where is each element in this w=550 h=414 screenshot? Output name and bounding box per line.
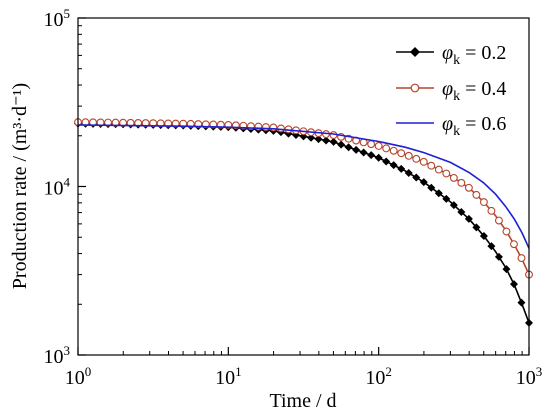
x-tick-label: 100: [65, 364, 92, 389]
series-2-marker: [374, 142, 383, 150]
series-1-marker: [307, 133, 316, 142]
legend: φk = 0.2 φk = 0.4 φk = 0.6: [396, 42, 506, 139]
series-1-marker: [517, 298, 526, 307]
series-1-marker: [397, 164, 406, 173]
series-2-marker: [472, 190, 481, 199]
series-1-marker: [472, 223, 481, 232]
x-axis-title: Time / d: [269, 390, 336, 412]
series-2-marker: [494, 216, 503, 225]
series-1-marker: [449, 201, 458, 210]
series-1-marker: [337, 140, 346, 149]
series-line-1: [77, 122, 530, 324]
y-tick-label: 104: [44, 175, 71, 200]
series-1-marker: [464, 214, 473, 223]
legend-label-1: φk = 0.2: [442, 42, 506, 68]
series-2-marker: [164, 119, 173, 128]
y-tick-label: 103: [44, 343, 71, 368]
series-1-marker: [352, 145, 361, 154]
series-2-marker: [171, 119, 180, 128]
series-1-marker: [344, 143, 353, 152]
series-1-marker: [314, 135, 323, 144]
series-2-marker: [442, 169, 451, 178]
legend-label-2: φk = 0.4: [442, 78, 506, 104]
series-1-marker: [502, 265, 511, 274]
legend-marker-2: [410, 83, 420, 93]
series-1-marker: [427, 183, 436, 192]
legend-label-3: φk = 0.6: [442, 113, 506, 139]
series-line-3: [77, 124, 530, 249]
axis-ticks: 100 101 102 103 103 104 105: [44, 6, 543, 389]
series-2-marker: [502, 227, 511, 236]
series-line-2: [77, 121, 530, 275]
x-tick-label: 101: [215, 364, 242, 389]
series-2-marker: [277, 124, 285, 133]
y-axis-title: Production rate / (m³·d⁻¹): [9, 83, 31, 289]
series-1-marker: [479, 231, 488, 240]
series-1-marker: [359, 148, 368, 157]
series-1-marker: [487, 242, 496, 251]
series-2-marker: [269, 123, 278, 132]
series-2-marker: [449, 173, 458, 182]
series-2-marker: [397, 149, 406, 158]
series-1-marker: [404, 168, 413, 177]
series-2-marker: [487, 206, 496, 215]
series-1-marker: [412, 173, 421, 182]
series-2-marker: [419, 157, 428, 166]
series-1-marker: [509, 280, 518, 289]
series-2-marker: [427, 161, 436, 170]
series-2-marker: [179, 119, 188, 128]
series-1-marker: [367, 151, 376, 160]
plot-area: [74, 118, 533, 327]
series-1-marker: [322, 136, 331, 145]
series-2-marker: [389, 146, 398, 155]
series-1-marker: [382, 157, 391, 166]
series-2-marker: [367, 140, 376, 149]
series-2-marker: [382, 144, 391, 153]
series-1-marker: [494, 252, 503, 261]
series-2-marker: [479, 198, 488, 207]
series-2-marker: [404, 151, 413, 160]
x-tick-label: 103: [516, 364, 543, 389]
series-2-marker: [434, 165, 443, 174]
series-2-marker: [261, 123, 270, 131]
series-2-marker: [510, 240, 518, 249]
series-2-marker: [412, 154, 421, 163]
x-tick-label: 102: [365, 364, 392, 389]
series-2-marker: [457, 178, 466, 187]
series-1-marker: [457, 207, 466, 216]
series-1-marker: [434, 189, 443, 198]
y-tick-label: 105: [44, 6, 71, 31]
series-1-marker: [389, 161, 398, 170]
series-1-marker: [419, 178, 428, 187]
series-2-marker: [464, 183, 473, 192]
series-1-marker: [374, 153, 383, 162]
series-1-marker: [329, 137, 338, 146]
series-1-marker: [442, 194, 451, 203]
series-2-marker: [517, 254, 526, 263]
legend-marker-1: [410, 47, 420, 57]
